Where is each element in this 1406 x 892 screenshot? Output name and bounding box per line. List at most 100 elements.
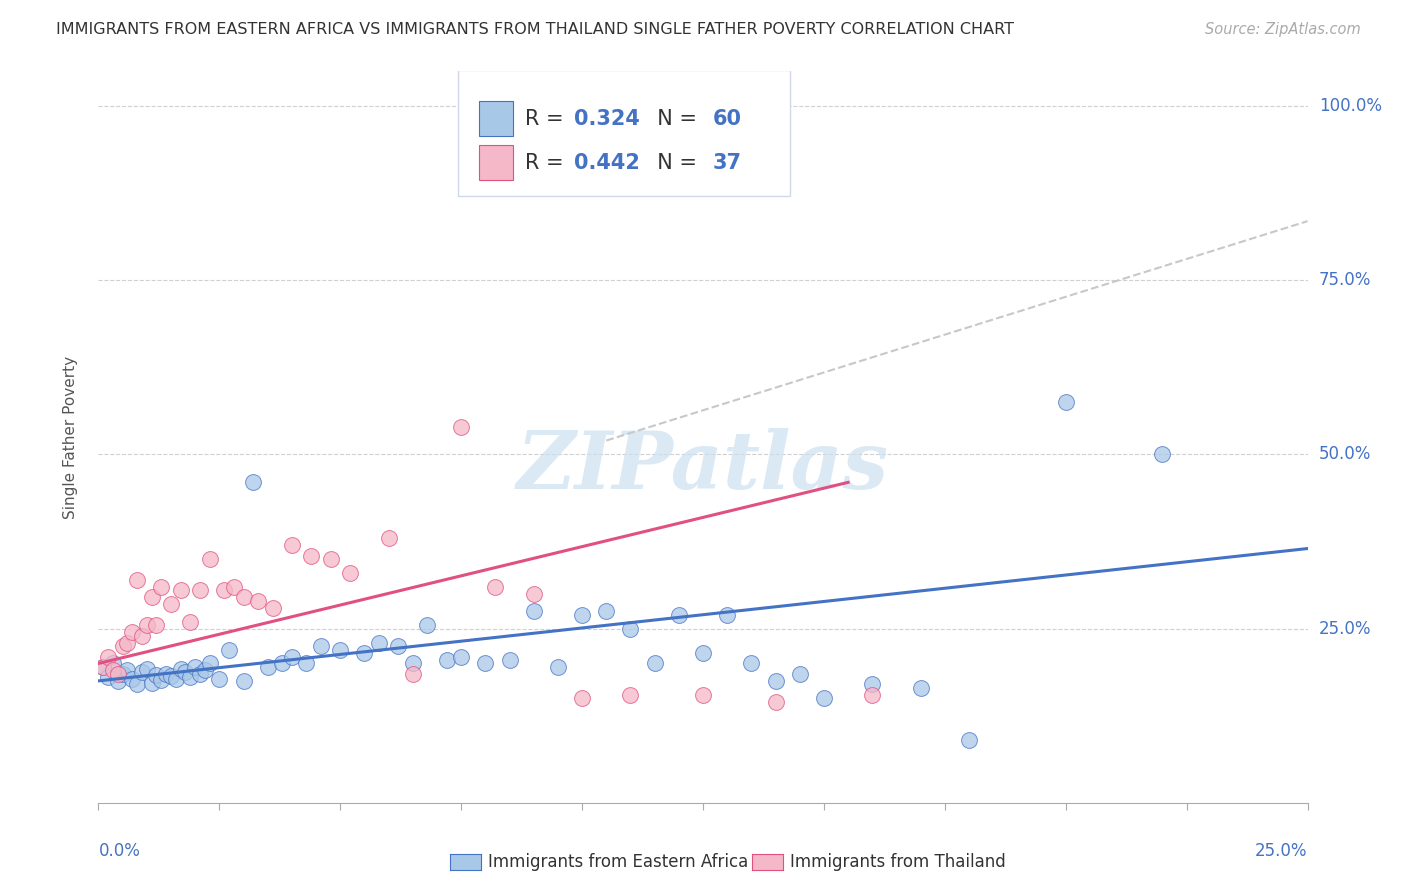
Point	[155, 667, 177, 681]
Point	[716, 607, 738, 622]
Y-axis label: Single Father Poverty: Single Father Poverty	[63, 356, 77, 518]
Point	[121, 672, 143, 686]
Point	[910, 681, 932, 695]
Point	[145, 618, 167, 632]
Text: N =: N =	[644, 109, 703, 129]
Point	[91, 660, 114, 674]
Text: Immigrants from Eastern Africa: Immigrants from Eastern Africa	[488, 853, 748, 871]
Point	[619, 688, 641, 702]
Text: 75.0%: 75.0%	[1319, 271, 1371, 289]
Point	[179, 615, 201, 629]
Point	[174, 665, 197, 679]
Point	[377, 531, 399, 545]
Point	[256, 660, 278, 674]
Text: 25.0%: 25.0%	[1256, 842, 1308, 860]
Point	[281, 649, 304, 664]
Point	[1054, 395, 1077, 409]
Text: 60: 60	[713, 109, 742, 129]
Point	[145, 668, 167, 682]
Point	[484, 580, 506, 594]
Point	[692, 688, 714, 702]
Point	[765, 695, 787, 709]
Point	[450, 419, 472, 434]
Point	[121, 625, 143, 640]
Point	[644, 657, 666, 671]
Text: 100.0%: 100.0%	[1319, 97, 1382, 115]
Text: 25.0%: 25.0%	[1319, 620, 1371, 638]
Point	[1152, 448, 1174, 462]
Point	[692, 646, 714, 660]
Point	[117, 664, 139, 678]
Point	[416, 618, 439, 632]
Point	[547, 660, 569, 674]
Point	[194, 664, 217, 678]
Point	[339, 566, 361, 580]
Point	[402, 667, 425, 681]
Point	[188, 583, 211, 598]
Point	[107, 673, 129, 688]
Point	[595, 604, 617, 618]
Point	[450, 649, 472, 664]
Point	[111, 639, 134, 653]
Point	[135, 662, 157, 676]
Point	[169, 583, 191, 598]
Point	[740, 657, 762, 671]
Point	[319, 552, 342, 566]
Point	[131, 665, 153, 679]
Point	[295, 657, 318, 671]
FancyBboxPatch shape	[457, 70, 790, 195]
Point	[141, 676, 163, 690]
Point	[165, 672, 187, 686]
Point	[271, 657, 294, 671]
Point	[141, 591, 163, 605]
Point	[402, 657, 425, 671]
Text: 0.0%: 0.0%	[98, 842, 141, 860]
Point	[198, 552, 221, 566]
Text: 50.0%: 50.0%	[1319, 445, 1371, 464]
Point	[101, 657, 124, 671]
Point	[222, 580, 245, 594]
Point	[184, 660, 207, 674]
Point	[571, 607, 593, 622]
Text: Immigrants from Thailand: Immigrants from Thailand	[790, 853, 1005, 871]
Point	[160, 669, 183, 683]
Point	[789, 667, 811, 681]
Point	[368, 635, 391, 649]
Point	[208, 672, 231, 686]
Text: 0.324: 0.324	[574, 109, 640, 129]
Point	[765, 673, 787, 688]
Point	[117, 635, 139, 649]
Point	[111, 667, 134, 681]
Point	[523, 604, 546, 618]
Point	[97, 670, 120, 684]
Text: N =: N =	[644, 153, 703, 173]
Point	[212, 583, 235, 598]
Point	[309, 639, 332, 653]
Point	[474, 657, 496, 671]
Text: R =: R =	[526, 153, 571, 173]
Point	[498, 653, 520, 667]
Point	[169, 662, 191, 676]
Point	[188, 667, 211, 681]
Point	[523, 587, 546, 601]
Point	[262, 600, 284, 615]
Point	[179, 670, 201, 684]
Point	[957, 733, 980, 747]
Point	[160, 597, 183, 611]
Text: R =: R =	[526, 109, 571, 129]
Point	[281, 538, 304, 552]
Point	[387, 639, 409, 653]
Point	[436, 653, 458, 667]
Point	[247, 594, 270, 608]
Bar	[479, 145, 513, 180]
Point	[97, 649, 120, 664]
Text: 37: 37	[713, 153, 742, 173]
Point	[232, 591, 254, 605]
Text: Source: ZipAtlas.com: Source: ZipAtlas.com	[1205, 22, 1361, 37]
Point	[353, 646, 375, 660]
Bar	[479, 102, 513, 136]
Point	[127, 677, 149, 691]
Point	[299, 549, 322, 563]
Point	[150, 580, 173, 594]
Point	[860, 677, 883, 691]
